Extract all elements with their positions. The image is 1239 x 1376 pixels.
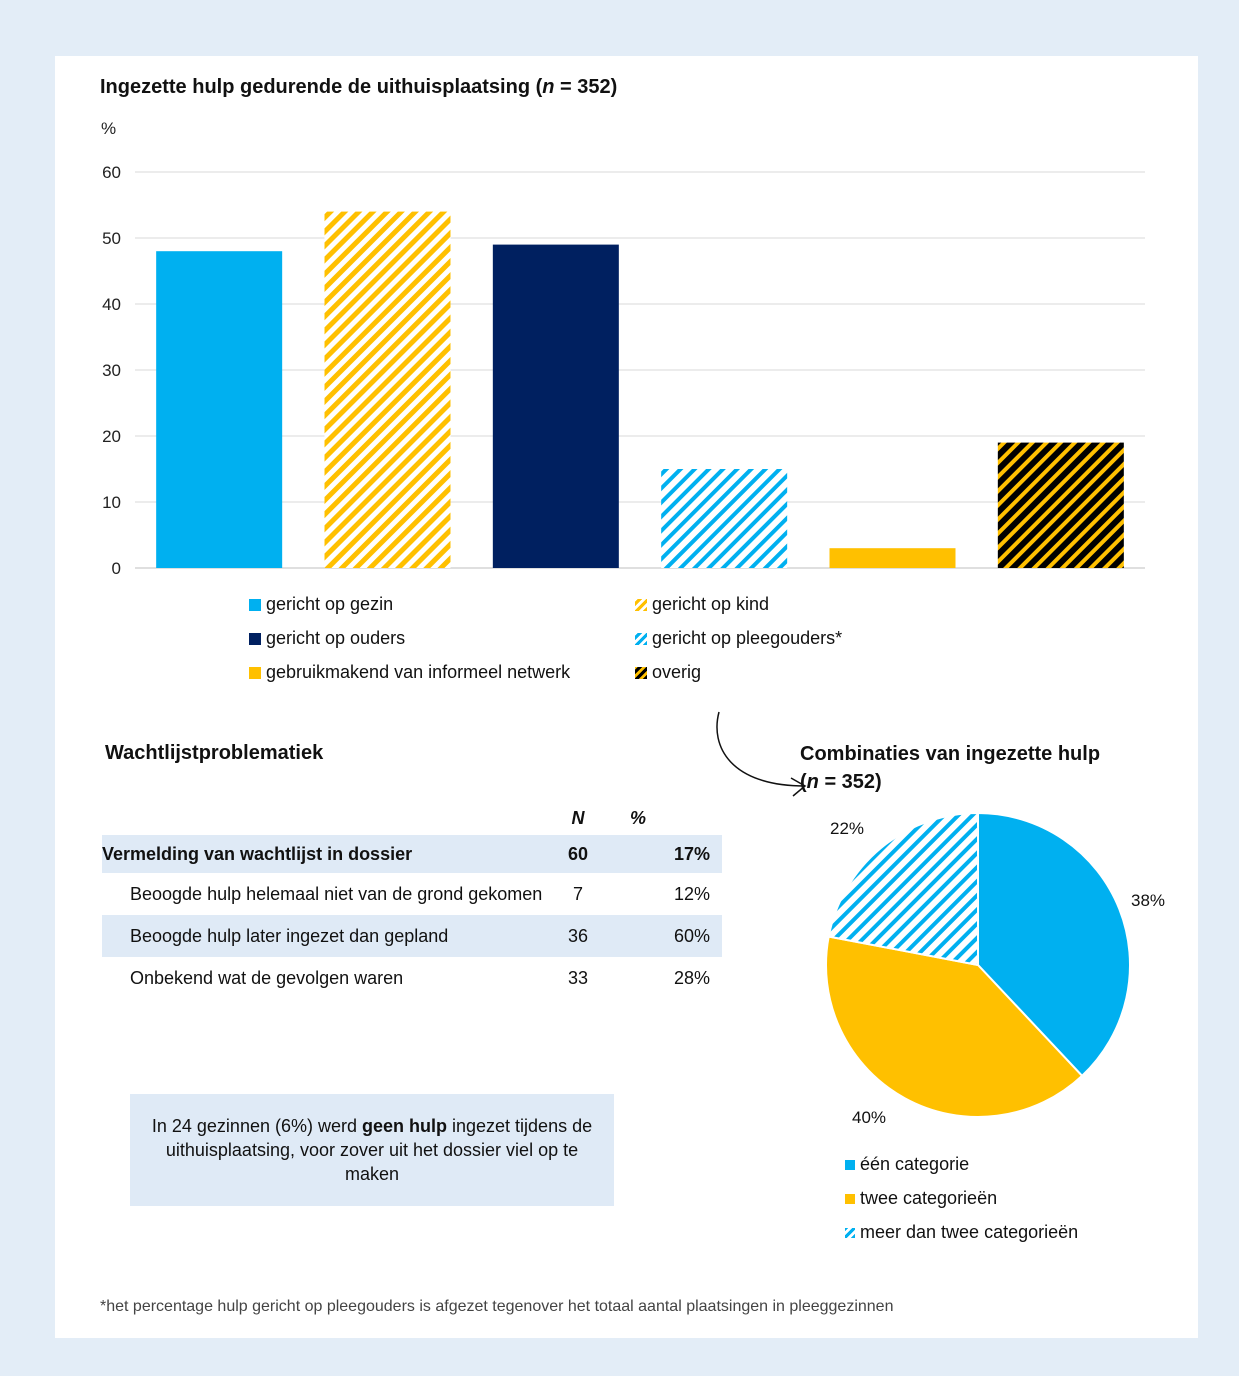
table-row: Onbekend wat de gevolgen waren 33 28% (102, 957, 722, 999)
y-tick-label: 10 (102, 493, 121, 512)
y-tick-label: 40 (102, 295, 121, 314)
legend-swatch (845, 1193, 855, 1204)
y-tick-label: 50 (102, 229, 121, 248)
row-n: 7 (572, 883, 583, 904)
legend-swatch (249, 632, 261, 645)
bar (661, 469, 788, 568)
infographic-card: Ingezette hulp gedurende de uithuisplaat… (55, 56, 1198, 1338)
legend-swatch (249, 598, 261, 611)
bar (324, 211, 451, 568)
note-box: In 24 gezinnen (6%) werd geen hulp ingez… (130, 1094, 614, 1206)
pie-data-label: 22% (830, 819, 865, 838)
legend-item-twee: twee categorieën (845, 1188, 997, 1209)
y-tick-label: 0 (112, 559, 121, 576)
legend-label: gericht op ouders (266, 628, 406, 648)
pie-chart (825, 811, 1131, 1118)
row-n: 33 (567, 967, 589, 988)
row-label: Beoogde hulp later ingezet dan gepland (102, 915, 548, 957)
pie-slice (825, 935, 1084, 1118)
bar-chart-title: Ingezette hulp gedurende de uithuisplaat… (100, 76, 618, 98)
legend-label: overig (652, 662, 702, 682)
legend-item-netwerk: gebruikmakend van informeel netwerk (249, 662, 570, 683)
legend-label: gericht op kind (652, 594, 770, 614)
bar (492, 244, 619, 568)
legend-swatch (845, 1159, 855, 1170)
col-header-pct: % (630, 807, 647, 828)
row-label: Vermelding van wachtlijst in dossier (102, 835, 548, 873)
col-header-n: N (571, 807, 585, 828)
curved-arrow (716, 711, 807, 797)
pie-data-label: 38% (1131, 891, 1166, 910)
legend-item-pleegouders: gericht op pleegouders* (635, 628, 842, 649)
legend-swatch (845, 1227, 855, 1238)
legend-item-overig: overig (635, 662, 701, 683)
row-label: Beoogde hulp helemaal niet van de grond … (130, 883, 543, 904)
bar (156, 251, 283, 568)
footnote: *het percentage hulp gericht op pleegoud… (100, 1298, 894, 1315)
bar (829, 548, 956, 568)
y-tick-label: 20 (102, 427, 121, 446)
legend-label: één categorie (860, 1154, 970, 1174)
row-pct: 12% (673, 883, 710, 904)
legend-label: gericht op gezin (266, 594, 394, 614)
legend-item-kind: gericht op kind (635, 594, 769, 615)
row-pct: 60% (608, 915, 722, 957)
legend-swatch (635, 632, 647, 645)
row-n: 60 (548, 835, 608, 873)
legend-label: twee categorieën (860, 1188, 998, 1208)
pie-slice (827, 811, 979, 967)
legend-item-ouders: gericht op ouders (249, 628, 405, 649)
pie-slice (977, 811, 1131, 1078)
pie-data-label: 40% (852, 1108, 887, 1127)
y-tick-label: 60 (102, 163, 121, 182)
waitlist-title: Wachtlijstproblematiek (105, 742, 324, 764)
note-text: In 24 gezinnen (6%) werd geen hulp ingez… (151, 1115, 593, 1185)
table-header-row: N % (102, 801, 722, 835)
legend-swatch (635, 666, 647, 679)
waitlist-table: N % Vermelding van wachtlijst in dossier… (102, 801, 722, 999)
table-row: Beoogde hulp later ingezet dan gepland 3… (102, 915, 722, 957)
bar (997, 442, 1124, 568)
row-label: Onbekend wat de gevolgen waren (130, 967, 404, 988)
y-axis-label: % (101, 119, 116, 138)
legend-label: gericht op pleegouders* (652, 628, 843, 648)
row-pct: 28% (673, 967, 710, 988)
row-pct: 17% (608, 835, 722, 873)
y-tick-label: 30 (102, 361, 121, 380)
row-n: 36 (548, 915, 608, 957)
legend-item-een: één categorie (845, 1154, 969, 1175)
pie-chart-title: Combinaties van ingezette hulp (n = 352) (800, 743, 1101, 793)
legend-label: gebruikmakend van informeel netwerk (266, 662, 571, 682)
legend-item-meer: meer dan twee categorieën (845, 1222, 1078, 1243)
legend-label: meer dan twee categorieën (860, 1222, 1079, 1242)
legend-swatch (249, 666, 261, 679)
table-row: Vermelding van wachtlijst in dossier 60 … (102, 835, 722, 873)
table-row: Beoogde hulp helemaal niet van de grond … (102, 873, 722, 915)
bar-chart: % 0 10 20 30 40 50 60 (101, 119, 1145, 576)
legend-swatch (635, 598, 647, 611)
legend-item-gezin: gericht op gezin (249, 594, 393, 615)
